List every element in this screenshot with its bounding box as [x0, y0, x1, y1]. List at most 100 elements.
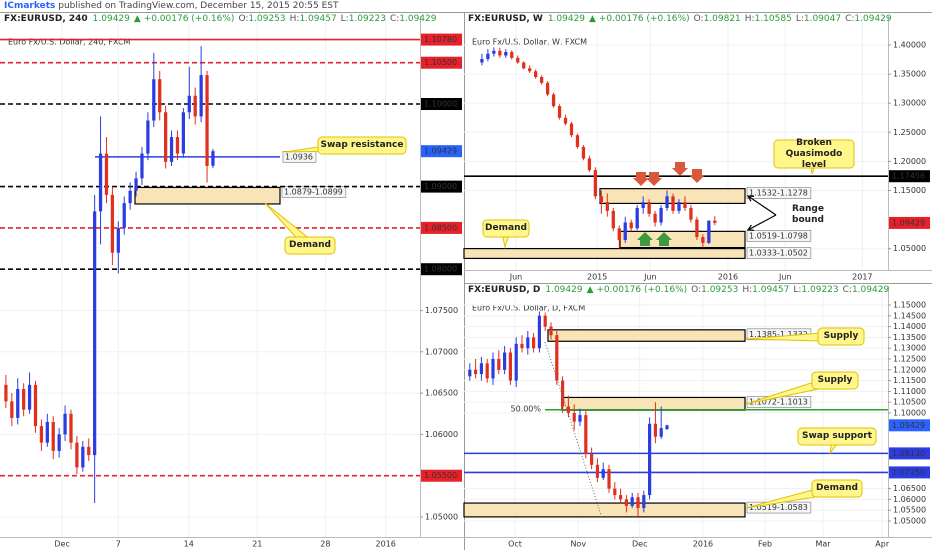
last-price-label: 1.09429 [892, 218, 925, 227]
candle-body [528, 68, 532, 72]
candle-body [677, 202, 681, 211]
price: 1.09429 [545, 285, 583, 295]
x-tick-label: 2015 [587, 273, 607, 282]
candle-body [707, 220, 711, 243]
candle-body [601, 469, 605, 478]
y-tick-label: 1.13000 [893, 344, 926, 353]
candle-body [205, 75, 209, 166]
callout-text: Supply [823, 331, 859, 341]
chart-title: Euro Fx/U.S. Dollar, D, FXCM [472, 304, 585, 313]
arrow-head [746, 224, 755, 231]
y-tick-label: 1.07500 [425, 306, 458, 315]
callout-text: Broken Quasimodo level [785, 137, 843, 170]
candle-body [104, 153, 109, 195]
candle-body [607, 469, 611, 489]
last-price-tag [889, 216, 930, 229]
candle-body [624, 499, 629, 506]
candle-body [636, 497, 640, 509]
candle-body [39, 426, 44, 443]
candle-body [479, 363, 483, 375]
down-marker [646, 172, 662, 186]
y-tick-label: 1.07000 [425, 347, 458, 356]
candle-body [134, 178, 138, 191]
candle-body [557, 106, 562, 118]
candle-body [701, 237, 705, 243]
candle-body [539, 77, 544, 83]
level-tag [421, 221, 462, 234]
candle-body [619, 495, 623, 500]
quote-value: 1.09253 [701, 285, 739, 295]
zone-label-box [746, 187, 812, 199]
last-price-label: 1.09429 [892, 421, 925, 430]
chart-header: FX:EURUSD, W 1.09429 ▲ +0.00176 (+0.16%) O:… [468, 14, 896, 24]
level-tag [889, 466, 930, 479]
x-tick-label: Oct [508, 540, 522, 549]
quote-key: H: [289, 14, 300, 24]
zone-label: 1.0879-1.0899 [284, 187, 343, 196]
y-tick-label: 1.11000 [893, 387, 926, 396]
candle-body [497, 358, 501, 370]
level-tag-label: 1.17456 [892, 172, 925, 181]
candle-body [630, 497, 634, 506]
chart-header: FX:EURUSD, D 1.09429 ▲ +0.00176 (+0.16%) O:… [468, 285, 893, 295]
chart-header: FX:EURUSD, 240 1.09429 ▲ +0.00176 (+0.16%)… [4, 14, 440, 24]
callout-box [317, 136, 407, 155]
quote-key: C: [842, 285, 852, 295]
quote-value: 1.09429 [399, 14, 437, 24]
y-tick-label: 1.25000 [893, 128, 926, 137]
x-tick-label: Jun [643, 273, 657, 282]
candle-body [81, 446, 85, 468]
price: 1.09429 [547, 14, 586, 24]
candle-body [504, 51, 508, 56]
candle-body [69, 413, 73, 443]
chart-panel: Euro Fx/U.S. Dollar, 240, FXCM 1.07500 1.0… [0, 16, 464, 549]
candle-body [665, 425, 669, 430]
y-tick-label: 1.05000 [893, 244, 926, 253]
quote-value: 1.09253 [248, 14, 286, 24]
down-marker [672, 162, 688, 176]
y-tick-label: 1.06500 [893, 484, 926, 493]
callout-box [811, 371, 859, 390]
level-tag [421, 263, 462, 276]
candle-body [659, 428, 663, 437]
candle-body [474, 369, 478, 375]
callout-box [284, 236, 336, 255]
zone-label: 1.1532-1.1278 [749, 189, 808, 198]
candle-body [187, 95, 191, 113]
y-tick-label: 1.11500 [893, 376, 926, 385]
candle-body [653, 213, 657, 223]
y-tick-label: 1.05000 [893, 516, 926, 525]
candle-body [146, 120, 150, 154]
chart-panel: Euro Fx/U.S. Dollar, W, FXCM 1.40000 1.350… [463, 16, 932, 282]
candle-body [593, 170, 598, 197]
x-tick-label: Nov [570, 540, 586, 549]
candle-body [665, 196, 669, 208]
level-tag-label: 1.10500 [424, 58, 457, 67]
markers [544, 162, 705, 519]
candle-body [4, 384, 8, 402]
candle-body [181, 112, 186, 154]
change: ▲ +0.00176 (+0.16%) [586, 285, 688, 295]
y-tick-label: 1.12500 [893, 354, 926, 363]
candle-body [140, 153, 144, 179]
last-price-label: 1.09429 [424, 147, 457, 156]
candle-body [653, 423, 658, 437]
y-tick-label: 1.06000 [425, 430, 458, 439]
y-tick-label: 1.13500 [893, 333, 926, 342]
candle-body [695, 219, 699, 238]
candle-body [158, 79, 162, 113]
y-tick-label: 1.15000 [893, 300, 926, 309]
x-tick-label: Jun [509, 273, 523, 282]
quote-key: C: [389, 14, 400, 24]
y-tick-label: 1.06000 [893, 495, 926, 504]
quote-key: O: [238, 14, 249, 24]
candle-body [491, 358, 495, 379]
zone [561, 396, 746, 411]
candle-body [22, 388, 26, 410]
candle-body [110, 194, 115, 253]
zone [547, 329, 746, 342]
candle-body [128, 190, 132, 204]
